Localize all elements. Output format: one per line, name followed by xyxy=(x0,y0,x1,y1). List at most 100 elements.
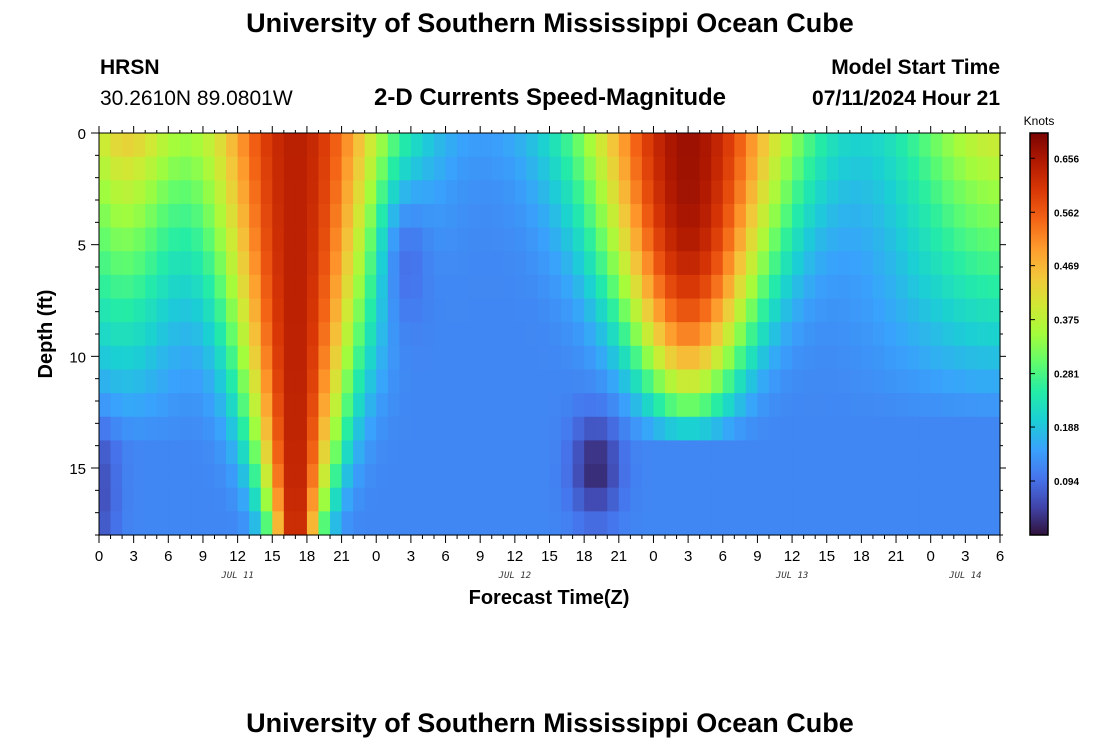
heatmap-cell xyxy=(780,369,793,394)
heatmap-cell xyxy=(930,133,943,158)
heatmap-cell xyxy=(722,156,735,181)
heatmap-cell xyxy=(145,416,158,442)
heatmap-cell xyxy=(711,464,724,489)
heatmap-cell xyxy=(734,487,747,512)
heatmap-cell xyxy=(133,274,146,300)
heatmap-cell xyxy=(930,322,943,347)
heatmap-cell xyxy=(849,227,862,252)
heatmap-cell xyxy=(861,416,874,442)
plot-title: 2-D Currents Speed-Magnitude xyxy=(373,84,727,111)
heatmap-cell xyxy=(433,440,447,465)
x-tick-label: 18 xyxy=(299,548,316,565)
heatmap-cell xyxy=(433,322,447,347)
heatmap-cell xyxy=(838,369,851,394)
heatmap-cell xyxy=(803,487,816,512)
heatmap-cell xyxy=(491,511,504,536)
heatmap-cell xyxy=(480,322,493,347)
heatmap-cell xyxy=(768,487,782,512)
heatmap-cell xyxy=(364,298,377,323)
heatmap-cell xyxy=(422,440,435,465)
heatmap-cell xyxy=(468,416,481,442)
heatmap-cell xyxy=(688,345,701,371)
heatmap-cell xyxy=(607,298,620,323)
heatmap-cell xyxy=(249,180,262,205)
heatmap-cell xyxy=(965,274,978,300)
heatmap-cell xyxy=(549,440,562,465)
heatmap-cell xyxy=(445,203,458,229)
heatmap-cell xyxy=(503,298,516,323)
heatmap-cell xyxy=(792,369,805,394)
heatmap-cell xyxy=(156,322,169,347)
heatmap-cell xyxy=(676,440,689,465)
heatmap-cell xyxy=(907,369,920,394)
heatmap-cell xyxy=(214,440,227,465)
heatmap-cell xyxy=(295,393,308,418)
colorbar-tick-label: 0.281 xyxy=(1054,370,1079,381)
heatmap-cell xyxy=(122,322,135,347)
heatmap-cell xyxy=(514,180,527,205)
heatmap-cell xyxy=(838,511,851,536)
heatmap-cell xyxy=(364,274,377,300)
heatmap-cell xyxy=(976,487,990,512)
heatmap-cell xyxy=(745,227,759,252)
heatmap-cell xyxy=(514,322,527,347)
heatmap-cell xyxy=(364,464,377,489)
heatmap-cell xyxy=(480,511,493,536)
heatmap-cell xyxy=(768,251,782,276)
heatmap-cell xyxy=(99,251,112,276)
heatmap-cell xyxy=(595,440,608,465)
heatmap-cell xyxy=(330,345,343,371)
heatmap-cell xyxy=(145,156,158,181)
heatmap-cell xyxy=(618,511,631,536)
heatmap-cell xyxy=(734,274,747,300)
x-axis-title: Forecast Time(Z) xyxy=(469,587,630,609)
heatmap-cell xyxy=(168,440,181,465)
heatmap-cell xyxy=(768,440,782,465)
heatmap-cell xyxy=(711,440,724,465)
heatmap-cell xyxy=(595,464,608,489)
heatmap-cell xyxy=(468,203,481,229)
heatmap-cell xyxy=(191,487,204,512)
heatmap-cell xyxy=(838,156,851,181)
heatmap-cell xyxy=(306,251,320,276)
heatmap-cell xyxy=(988,440,1001,465)
heatmap-cell xyxy=(942,298,955,323)
heatmap-cell xyxy=(387,464,400,489)
heatmap-cell xyxy=(919,156,932,181)
heatmap-cell xyxy=(630,227,643,252)
heatmap-cell xyxy=(145,180,158,205)
heatmap-cell xyxy=(884,274,897,300)
heatmap-cell xyxy=(156,251,169,276)
y-tick-label: 5 xyxy=(78,238,86,255)
heatmap-cell xyxy=(306,203,320,229)
heatmap-cell xyxy=(861,322,874,347)
heatmap-cell xyxy=(930,298,943,323)
heatmap-cell xyxy=(433,227,447,252)
heatmap-cell xyxy=(757,227,770,252)
heatmap-cell xyxy=(191,180,204,205)
heatmap-cell xyxy=(618,369,631,394)
heatmap-cell xyxy=(353,393,366,418)
heatmap-cell xyxy=(433,345,447,371)
heatmap-cell xyxy=(815,487,828,512)
heatmap-cell xyxy=(226,298,239,323)
heatmap-cell xyxy=(849,440,862,465)
heatmap-cell xyxy=(179,345,193,371)
heatmap-cell xyxy=(618,298,631,323)
heatmap-cell xyxy=(653,369,666,394)
heatmap-cell xyxy=(353,369,366,394)
heatmap-cell xyxy=(618,133,631,158)
heatmap-cell xyxy=(965,298,978,323)
heatmap-cell xyxy=(896,464,909,489)
heatmap-cell xyxy=(353,416,366,442)
heatmap-cell xyxy=(711,251,724,276)
heatmap-cell xyxy=(133,393,146,418)
heatmap-cell xyxy=(179,440,193,465)
heatmap-cell xyxy=(930,416,943,442)
heatmap-cell xyxy=(561,464,574,489)
heatmap-cell xyxy=(699,203,712,229)
heatmap-cell xyxy=(237,511,250,536)
heatmap-cell xyxy=(549,227,562,252)
heatmap-cell xyxy=(699,511,712,536)
heatmap-cell xyxy=(699,393,712,418)
